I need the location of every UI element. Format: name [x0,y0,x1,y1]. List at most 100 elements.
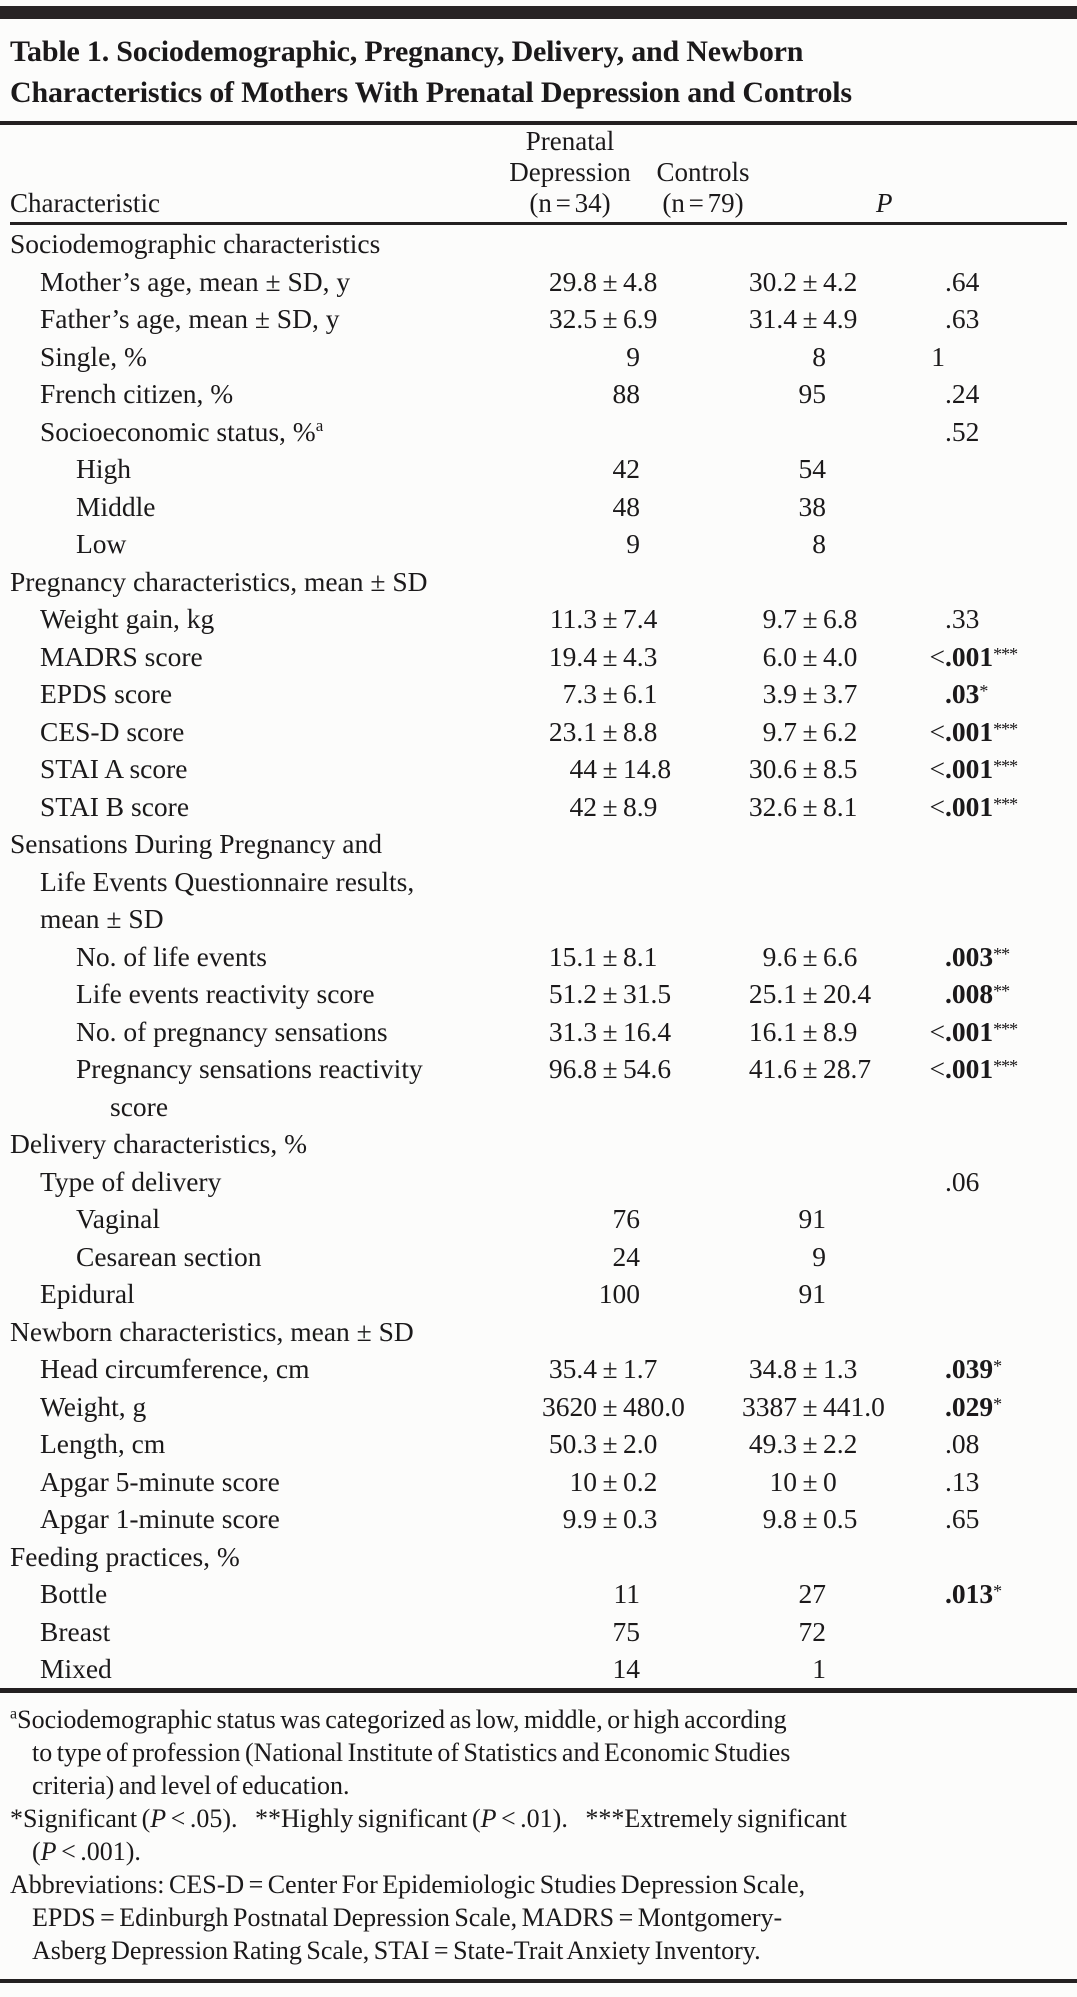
row-label: Apgar 5-minute score [40,1465,280,1497]
row-label: Bottle [40,1578,108,1609]
table-row: Head circumference, cm 35.4 ±1.7 34.8 ±1.3.0… [10,1350,1067,1388]
table-row: mean ± SD [10,900,1067,938]
controls-value-mean: 16.1 [748,1015,797,1047]
column-header-line: Prenatal [525,126,615,156]
controls-value-sd: 1.3 [823,1353,858,1384]
p-value-prefix: < [929,1015,945,1047]
row-label: French citizen, % [40,378,234,409]
prenatal-depression-value-mean: 32.5 [548,303,597,334]
controls-value-mean: 32.6 [748,790,797,822]
row-label: Weight, g [40,1390,147,1422]
controls-value-sd: 6.2 [823,715,858,747]
column-header-characteristic: Characteristic [10,188,160,218]
controls-value: 72 [798,1615,827,1647]
prenatal-depression-value: 76 [612,1203,641,1234]
prenatal-depression-value-sd: 4.3 [623,640,658,672]
table-title-line1: Table 1. Sociodemographic, Pregnancy, De… [10,35,804,68]
row-label: STAI B score [40,790,190,822]
footnote: Abbreviations: CES-D = Center For Epidem… [10,1869,806,1899]
controls-value-mean: 9.8 [762,1503,797,1534]
column-header-line: Depression [509,157,631,187]
controls-value-sd: 3.7 [823,678,858,709]
plus-minus-sign: ± [602,715,618,747]
table-row: No. of pregnancy sensations 31.3 ±16.4 16.1… [10,1013,1067,1051]
significance-stars: * [993,1581,1002,1601]
footnote: Asberg Depression Rating Scale, STAI = S… [32,1935,761,1965]
row-label: Socioeconomic status, %a [40,415,324,447]
row-label: Type of delivery [40,1165,222,1197]
row-label: STAI A score [40,753,188,784]
plus-minus-sign: ± [602,1015,618,1047]
table-row: Sociodemographic characteristics [10,225,1067,263]
footnote-marker: a [315,415,324,435]
plus-minus-sign: ± [602,1465,618,1497]
prenatal-depression-value-mean: 51.2 [548,978,597,1009]
table-row: Newborn characteristics, mean ± SD [10,1313,1067,1351]
controls-value-sd: 2.2 [823,1428,858,1459]
prenatal-depression-value-mean: 10 [569,1465,598,1497]
p-value: .001*** [945,753,1018,784]
prenatal-depression-value-sd: 8.9 [623,790,658,822]
footnote: (P < .001). [32,1836,141,1866]
controls-value-mean: 10 [769,1465,798,1497]
controls-value-sd: 8.5 [823,753,858,784]
p-value: .13 [945,1465,980,1497]
column-header-p: P [876,188,893,218]
significance-stars: *** [993,718,1018,739]
prenatal-depression-value-sd: 0.3 [623,1503,658,1534]
significance-stars: ** [993,943,1010,964]
row-label: Life Events Questionnaire results, [40,865,415,897]
controls-value-sd: 441.0 [823,1390,885,1422]
table-row: EPDS score 7.3 ±6.1 3.9 ±3.7.03* [10,675,1067,713]
p-value: .001*** [945,790,1018,822]
prenatal-depression-value-sd: 6.9 [623,303,658,334]
prenatal-depression-value-mean: 35.4 [548,1353,597,1384]
prenatal-depression-value-sd: 0.2 [623,1465,658,1497]
controls-value-mean: 49.3 [748,1428,797,1459]
row-label: Life events reactivity score [76,978,375,1009]
significance-stars: ** [993,981,1010,1001]
controls-value-sd: 4.0 [823,640,858,672]
table-row: Weight, g 3620 ±480.0 3387 ±441.0.029* [10,1388,1067,1426]
controls-value-mean: 25.1 [748,978,797,1009]
row-label: Pregnancy characteristics, mean ± SD [10,565,428,597]
plus-minus-sign: ± [802,303,818,334]
plus-minus-sign: ± [802,265,818,297]
table-row: Mother’s age, mean ± SD, y 29.8 ±4.8 30.2 ±4… [10,263,1067,301]
p-value: .63 [945,303,980,334]
row-label: Weight gain, kg [40,603,215,634]
prenatal-depression-value-mean: 15.1 [548,940,597,972]
footnotes: aSociodemographic status was categorized… [10,1693,1067,1973]
plus-minus-sign: ± [802,1428,818,1459]
table-title: Table 1. Sociodemographic, Pregnancy, De… [10,31,1067,113]
p-value: .65 [945,1503,980,1534]
row-label: mean ± SD [40,903,164,934]
row-label: MADRS score [40,640,203,672]
table-row: STAI A score 44 ±14.8 30.6 ±8.5 < .001*** [10,750,1067,788]
footnote: to type of profession (National Institut… [32,1737,791,1767]
row-label: Delivery characteristics, % [10,1128,308,1159]
plus-minus-sign: ± [602,790,618,822]
plus-minus-sign: ± [602,640,618,672]
table-row: Middle 48 38 [10,488,1067,526]
prenatal-depression-value: 48 [612,490,641,522]
plus-minus-sign: ± [802,1053,818,1084]
controls-value: 91 [798,1278,827,1309]
significance-stars: *** [993,643,1018,664]
p-value: .003** [945,940,1010,972]
column-header-line: (n = 79) [662,188,744,218]
prenatal-depression-value-sd: 8.1 [623,940,658,972]
controls-value-mean: 31.4 [748,303,797,334]
table-row: High 42 54 [10,450,1067,488]
row-label: Mixed [40,1653,112,1684]
controls-value: 27 [798,1578,827,1609]
prenatal-depression-value: 14 [612,1653,641,1684]
prenatal-depression-value-sd: 7.4 [623,603,658,634]
p-value: .64 [945,265,980,297]
plus-minus-sign: ± [602,1353,618,1384]
table-row: Apgar 5-minute score 10 ±0.2 10 ±0.13 [10,1463,1067,1501]
controls-value-sd: 4.2 [823,265,858,297]
controls-value: 8 [812,340,826,372]
prenatal-depression-value: 42 [612,453,641,484]
p-value: .52 [945,415,980,447]
